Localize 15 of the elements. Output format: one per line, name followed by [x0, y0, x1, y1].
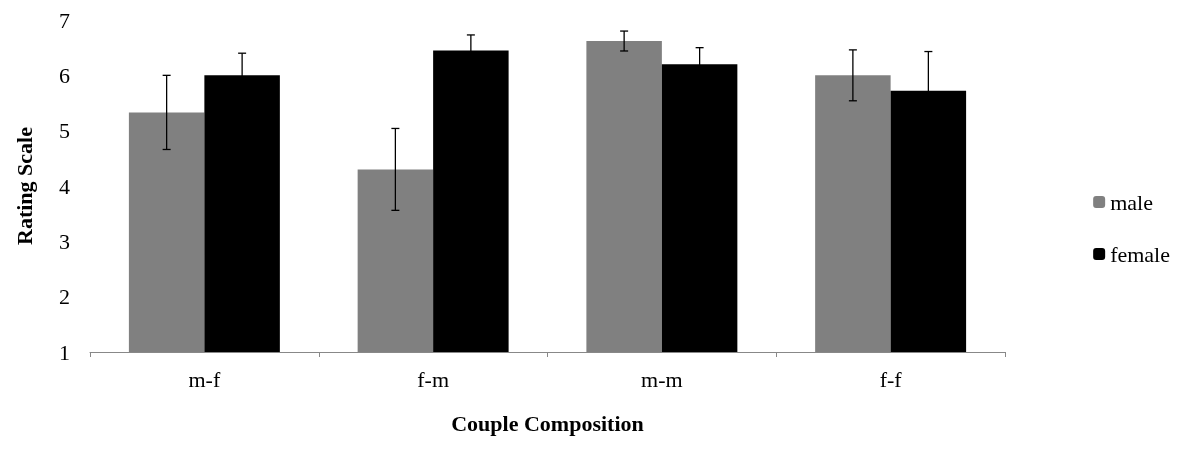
- x-tick-label: f-m: [417, 366, 450, 392]
- y-tick-label: 5: [59, 118, 70, 144]
- x-tick-label: f-f: [879, 366, 903, 392]
- y-axis-title: Rating Scale: [11, 126, 37, 245]
- x-tick-label: m-m: [641, 366, 683, 392]
- y-tick-label: 4: [59, 173, 70, 199]
- x-axis-title: Couple Composition: [451, 410, 644, 436]
- y-tick-label: 2: [59, 284, 70, 310]
- y-tick-label: 7: [59, 7, 70, 33]
- x-tick-label: m-f: [188, 366, 221, 392]
- legend-label: female: [1110, 241, 1171, 267]
- legend-label: male: [1110, 189, 1153, 215]
- y-tick-label: 6: [59, 62, 70, 88]
- y-tick-label: 1: [59, 339, 70, 365]
- y-tick-label: 3: [59, 228, 70, 254]
